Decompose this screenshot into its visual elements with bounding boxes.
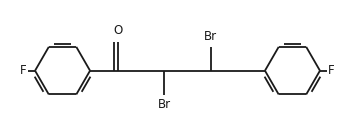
Text: F: F xyxy=(20,64,27,77)
Text: F: F xyxy=(328,64,335,77)
Text: O: O xyxy=(113,24,122,37)
Text: Br: Br xyxy=(158,98,171,111)
Text: Br: Br xyxy=(204,30,217,43)
